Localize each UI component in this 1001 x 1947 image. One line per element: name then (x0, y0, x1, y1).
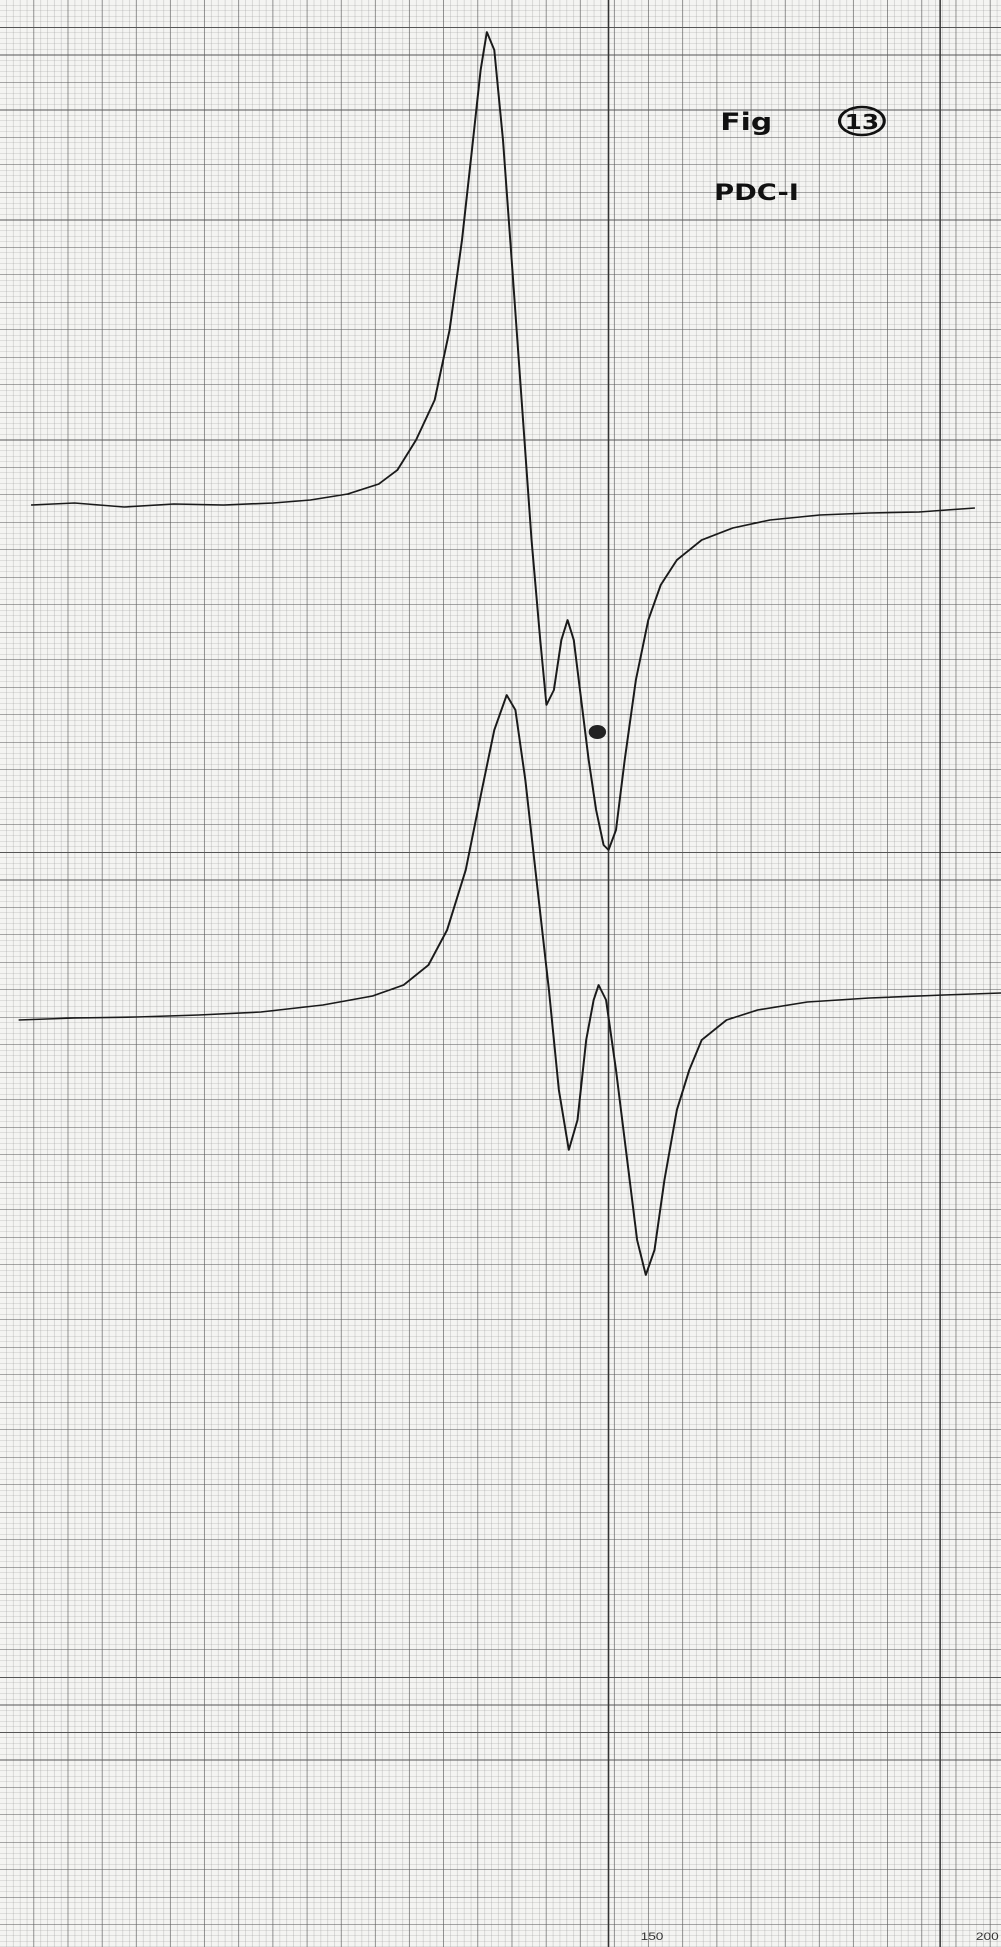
figure-number: 13 (845, 111, 880, 134)
figure-label: Fig (720, 109, 772, 136)
ink-blot (589, 725, 606, 739)
axis-tick-label: 150 (641, 1930, 664, 1942)
sample-label: PDC-I (714, 180, 799, 206)
grid (0, 0, 1001, 1947)
axis-tick-label: 200 (976, 1930, 999, 1942)
page: Fig 13 PDC-I 150 200 (() => { const data… (0, 0, 1001, 1947)
chart-paper: Fig 13 PDC-I 150 200 (0, 0, 1001, 1947)
